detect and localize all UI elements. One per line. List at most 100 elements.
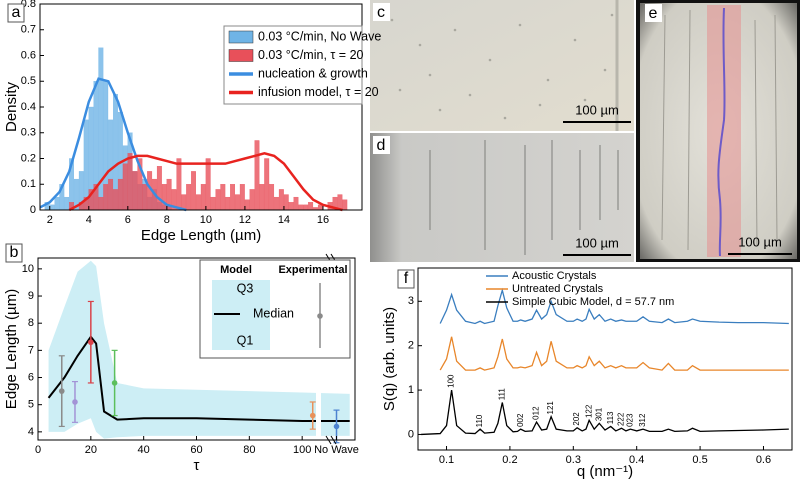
x-tick-label: 8	[164, 214, 170, 226]
y-tick-label: 1	[408, 384, 414, 396]
histogram-bar	[230, 184, 236, 211]
label-box	[645, 4, 662, 22]
peak-label: 113	[606, 411, 615, 424]
y-tick-label: 0.1	[21, 178, 36, 190]
legend-label: 0.03 °C/min, No Wave	[258, 29, 381, 43]
micrograph	[370, 133, 634, 262]
histogram-bar	[103, 184, 109, 211]
histogram-bar	[274, 196, 279, 211]
data-point	[58, 388, 65, 394]
texture	[661, 9, 778, 251]
data-point	[88, 339, 94, 346]
panel-label: c	[377, 4, 385, 21]
y-tick-label: 7	[28, 344, 34, 356]
x-tick-label: 20	[85, 444, 97, 456]
y-tick-label: 9	[28, 290, 34, 302]
plot-frame	[417, 267, 793, 451]
histogram-bar	[113, 189, 118, 211]
histogram-bar	[235, 194, 240, 211]
histogram-bar	[342, 199, 348, 211]
peak-label: 012	[532, 406, 541, 420]
y-tick-label: 3	[408, 295, 414, 307]
histogram-bar	[49, 204, 55, 211]
legend-swatch	[228, 49, 254, 62]
histogram-bar	[205, 158, 211, 211]
y-tick-label: 0.8	[21, 0, 36, 10]
histogram-bar	[288, 202, 294, 211]
x-tick-label: 0.3	[566, 454, 581, 466]
x-tick-label: 0.6	[756, 454, 771, 466]
histogram-bar	[127, 153, 133, 211]
histogram-bar	[176, 158, 182, 211]
scale-bar-label: 100 µm	[738, 234, 782, 249]
x-tick-label: 16	[317, 214, 329, 226]
histogram-bar	[195, 194, 201, 211]
histogram-bar	[156, 166, 162, 211]
x-tick-label: 6	[125, 214, 131, 226]
y-axis-title: Density	[3, 81, 20, 132]
label-box	[5, 243, 23, 263]
peak-label: 110	[475, 414, 484, 427]
x-axis-title: τ	[194, 457, 200, 474]
x-tick-label: 12	[239, 214, 251, 226]
legend-label: Median	[253, 306, 294, 320]
x-tick-label: 0.4	[629, 454, 644, 466]
histogram-bar	[308, 202, 314, 211]
spectrum-line	[421, 389, 789, 436]
y-tick-label: 10	[22, 263, 34, 275]
label-box	[373, 136, 390, 154]
histogram-bar	[259, 184, 265, 211]
model-curve	[39, 77, 187, 212]
panel-label: f	[404, 270, 409, 287]
x-tick-label: 100	[293, 444, 311, 456]
peak-label: 111	[497, 388, 506, 401]
histogram-bar	[225, 196, 231, 211]
y-tick-label: 2	[408, 340, 414, 352]
histogram-bar	[186, 184, 192, 211]
legend-swatch	[228, 30, 254, 44]
y-tick-label: 6	[28, 371, 34, 383]
label-box	[397, 269, 415, 289]
data-point	[111, 380, 118, 386]
texture	[429, 140, 619, 255]
texture	[390, 13, 614, 120]
peak-label: 301	[594, 407, 603, 421]
histogram-bar	[122, 163, 128, 211]
histogram-bar	[200, 184, 206, 211]
legend-title: Model	[220, 264, 252, 276]
y-tick-label: 0.7	[21, 24, 36, 36]
peak-label: 122	[584, 404, 593, 418]
x-tick-label: 0	[35, 444, 41, 456]
x-axis-title: q (nm⁻¹)	[577, 463, 633, 480]
y-tick-label: 4	[28, 426, 34, 438]
x-tick-label: 0.5	[692, 454, 707, 466]
label-box	[373, 3, 390, 21]
legend-label: Q1	[237, 333, 254, 347]
break-mark	[325, 435, 337, 445]
x-tick-label: 14	[278, 214, 290, 226]
data-point	[72, 399, 78, 405]
y-tick-label: 0	[30, 204, 36, 216]
y-axis-title: Edge Length (µm)	[3, 289, 20, 409]
histogram-bar	[108, 178, 114, 211]
y-tick-label: 0.4	[21, 101, 36, 113]
y-tick-label: 8	[28, 317, 34, 329]
histogram-bar	[283, 194, 289, 211]
data-point	[309, 412, 316, 419]
data-point	[333, 423, 340, 430]
histogram-bar	[132, 171, 138, 211]
histogram-bar	[264, 158, 270, 211]
x-tick-label: 40	[138, 444, 150, 456]
peak-label: 023	[625, 413, 634, 427]
x-axis-title: Edge Length (µm)	[141, 227, 261, 244]
histogram-bar	[210, 196, 216, 211]
y-tick-label: 5	[28, 399, 34, 411]
peak-label: 100	[447, 374, 456, 388]
peak-label: 222	[617, 412, 626, 426]
panel-label: b	[10, 244, 19, 261]
median-line	[47, 335, 350, 422]
histogram-bar	[293, 196, 299, 211]
x-tick-label: 0.1	[439, 454, 454, 466]
peak-label: 121	[546, 401, 555, 415]
